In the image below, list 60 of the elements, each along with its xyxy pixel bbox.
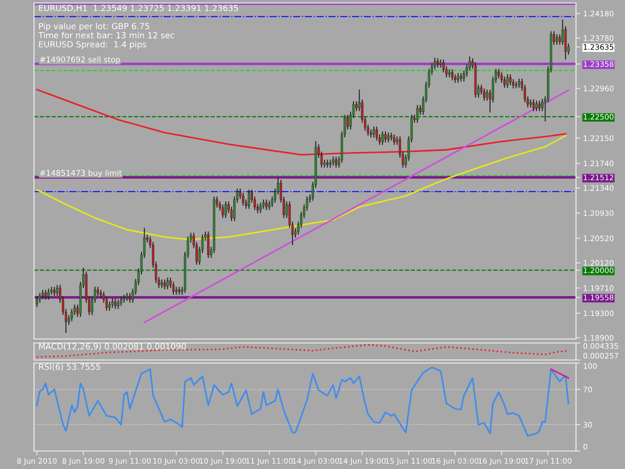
chart-title: RSI(6) 53.7555 [39, 363, 100, 371]
candlestick [222, 204, 224, 218]
candlestick [111, 298, 114, 308]
candlestick [436, 58, 439, 68]
candlestick [53, 286, 56, 296]
candlestick [36, 296, 38, 308]
candlestick [509, 74, 512, 86]
annotation: Pip value per lot: GBP 6.75 [39, 22, 150, 31]
candlestick [42, 289, 44, 300]
candlestick [207, 231, 210, 258]
candlestick [387, 132, 390, 143]
candlestick [381, 130, 384, 146]
candlestick [334, 156, 338, 168]
candlestick [265, 199, 268, 210]
candlestick [262, 199, 265, 210]
candlestick [166, 277, 169, 290]
candlestick [512, 78, 514, 89]
chart-title: EURUSD,H1 1.23549 1.23725 1.23391 1.23635 [39, 4, 238, 12]
candlestick [172, 281, 175, 296]
candlestick [538, 100, 541, 112]
candlestick [114, 298, 116, 310]
candlestick [506, 74, 509, 88]
candlestick [498, 68, 500, 80]
candlestick [96, 286, 100, 296]
candlestick [128, 292, 131, 304]
candlestick [108, 301, 111, 312]
annotation: EURUSD Spread: 1.4 pips [39, 40, 146, 50]
candlestick [518, 78, 520, 88]
candlestick [38, 292, 41, 304]
annotation: Time for next bar: 13 min 12 sec [38, 32, 174, 38]
candlestick [120, 296, 122, 306]
candlestick [456, 72, 460, 84]
candlestick [355, 100, 358, 112]
candlestick [332, 156, 334, 166]
candlestick [242, 192, 244, 206]
candlestick [503, 76, 506, 88]
candlestick [535, 100, 538, 112]
candlestick [44, 289, 47, 300]
candlestick [532, 98, 535, 112]
candlestick [117, 299, 120, 310]
candlestick [416, 104, 419, 124]
candlestick [224, 200, 227, 218]
line-series [36, 88, 566, 156]
candlestick [372, 126, 375, 138]
candlestick [384, 130, 387, 143]
candlestick [515, 81, 518, 89]
candlestick [268, 200, 270, 210]
candlestick [164, 278, 166, 290]
candlestick [393, 134, 396, 146]
chart-title: MACD(12,26,9) 0.002081 0.001090 [39, 343, 186, 351]
candlestick [56, 284, 58, 296]
candlestick [70, 308, 73, 322]
candlestick [556, 34, 558, 46]
candlestick [47, 288, 50, 300]
candlestick [259, 202, 262, 214]
candlestick [376, 126, 378, 142]
candlestick [486, 89, 488, 102]
candlestick [483, 88, 486, 102]
candlestick [248, 189, 250, 210]
candlestick [451, 68, 454, 81]
